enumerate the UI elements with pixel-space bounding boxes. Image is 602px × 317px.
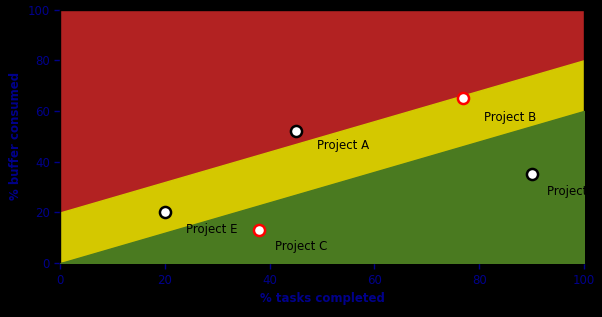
- Text: Project D: Project D: [547, 184, 601, 197]
- Text: Project B: Project B: [485, 111, 536, 124]
- Text: Project C: Project C: [275, 240, 327, 253]
- Text: Project E: Project E: [186, 223, 237, 236]
- Text: Project A: Project A: [317, 139, 369, 152]
- Y-axis label: % buffer consumed: % buffer consumed: [9, 72, 22, 200]
- X-axis label: % tasks completed: % tasks completed: [259, 292, 385, 305]
